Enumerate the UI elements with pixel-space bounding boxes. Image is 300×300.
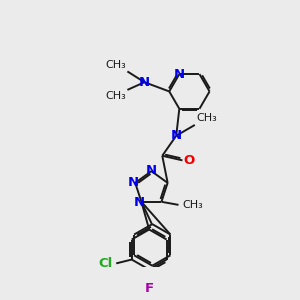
Text: N: N	[171, 129, 182, 142]
Text: O: O	[183, 154, 194, 167]
Text: N: N	[139, 76, 150, 89]
Text: F: F	[145, 282, 154, 295]
Text: CH₃: CH₃	[105, 60, 126, 70]
Text: N: N	[146, 164, 157, 177]
Text: N: N	[134, 196, 145, 209]
Text: CH₃: CH₃	[196, 113, 217, 123]
Text: Cl: Cl	[98, 257, 112, 270]
Text: N: N	[174, 68, 185, 81]
Text: N: N	[127, 176, 138, 189]
Text: CH₃: CH₃	[105, 92, 126, 101]
Text: CH₃: CH₃	[182, 200, 203, 210]
